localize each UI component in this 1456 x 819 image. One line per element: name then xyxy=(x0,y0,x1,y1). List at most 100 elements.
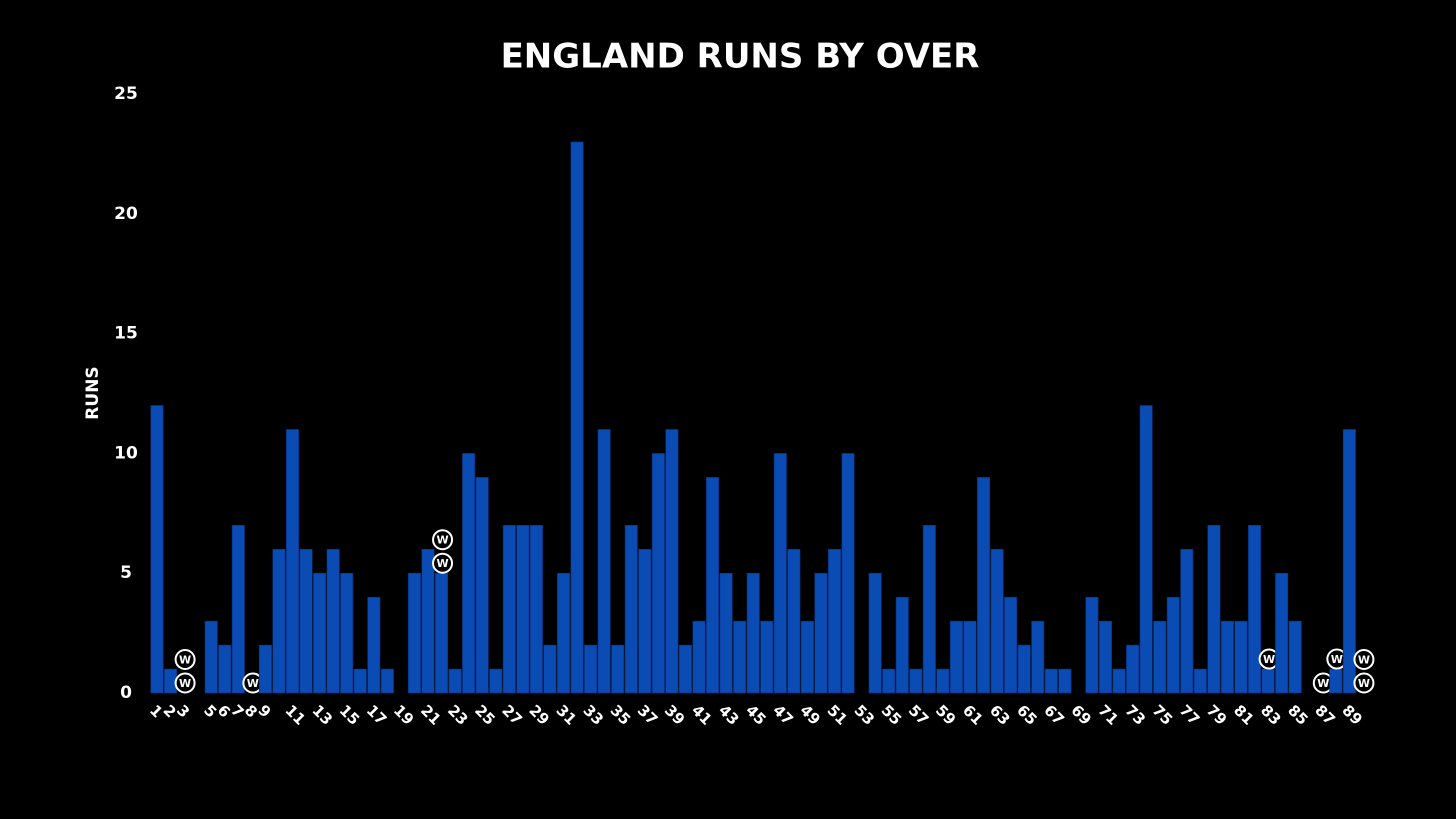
wicket-marker: W xyxy=(432,552,454,574)
wicket-circle xyxy=(174,649,196,670)
bar xyxy=(665,429,679,694)
wicket-label: W xyxy=(1331,653,1343,666)
bar xyxy=(1112,668,1126,694)
bar xyxy=(543,644,557,694)
bar xyxy=(827,548,841,694)
bar xyxy=(529,524,543,694)
wicket-label: W xyxy=(436,557,448,570)
bar xyxy=(584,644,598,694)
wicket-label: W xyxy=(436,534,448,547)
bar xyxy=(1220,620,1234,694)
bar xyxy=(719,572,733,694)
bar xyxy=(611,644,625,694)
wicket-label: W xyxy=(179,677,191,690)
bar xyxy=(868,572,882,694)
bar xyxy=(462,453,476,694)
y-tick-label: 0 xyxy=(120,683,132,703)
bar xyxy=(1207,524,1221,694)
bar xyxy=(1031,620,1045,694)
bar xyxy=(1153,620,1167,694)
bar xyxy=(1126,644,1140,694)
bar xyxy=(1342,429,1356,694)
bar xyxy=(909,668,923,694)
bar xyxy=(313,572,327,694)
bar xyxy=(516,524,530,694)
bar xyxy=(1180,548,1194,694)
wicket-circle xyxy=(432,529,454,551)
y-tick-label: 20 xyxy=(114,204,138,224)
bar xyxy=(1139,405,1153,694)
bar xyxy=(963,620,977,694)
bar xyxy=(340,572,354,694)
bar xyxy=(990,548,1004,694)
bar xyxy=(1058,668,1072,694)
bar xyxy=(1004,596,1018,694)
bar xyxy=(231,524,245,694)
bar xyxy=(475,477,489,694)
bar xyxy=(882,668,896,694)
bar xyxy=(1288,620,1302,694)
bar xyxy=(218,644,232,694)
y-tick-label: 25 xyxy=(114,84,138,104)
wicket-label: W xyxy=(1358,677,1370,690)
bar xyxy=(1248,524,1262,694)
bar xyxy=(204,620,218,694)
bar xyxy=(597,429,611,694)
wicket-label: W xyxy=(179,654,191,667)
bar xyxy=(285,429,299,694)
bar xyxy=(800,620,814,694)
y-tick-label: 15 xyxy=(114,324,138,344)
bar xyxy=(448,668,462,694)
bar xyxy=(353,668,367,694)
bar xyxy=(435,572,449,694)
bar xyxy=(1166,596,1180,694)
y-tick-label: 5 xyxy=(120,563,132,583)
wicket-marker: W xyxy=(1353,649,1375,670)
bar xyxy=(1329,668,1343,694)
bar xyxy=(1085,596,1099,694)
wicket-circle xyxy=(174,672,196,694)
wicket-marker: W xyxy=(1353,672,1375,694)
bar xyxy=(936,668,950,694)
bar xyxy=(489,668,503,694)
bar xyxy=(706,477,720,694)
bar xyxy=(326,548,340,694)
bar xyxy=(922,524,936,694)
bar xyxy=(258,644,272,694)
bar xyxy=(977,477,991,694)
bar xyxy=(651,453,665,694)
bar xyxy=(1193,668,1207,694)
wicket-circle xyxy=(1353,649,1375,670)
wicket-marker: W xyxy=(1312,672,1334,694)
bar xyxy=(895,596,909,694)
bar xyxy=(1017,644,1031,694)
wicket-circle xyxy=(1353,672,1375,694)
bar xyxy=(733,620,747,694)
bar xyxy=(556,572,570,694)
wicket-label: W xyxy=(1358,654,1370,667)
bar xyxy=(380,668,394,694)
bar xyxy=(814,572,828,694)
bar xyxy=(502,524,516,694)
bar xyxy=(407,572,421,694)
wicket-circle xyxy=(432,552,454,574)
wicket-marker: W xyxy=(174,649,196,670)
wicket-label: W xyxy=(1263,653,1275,666)
wicket-marker: W xyxy=(432,529,454,551)
bar xyxy=(746,572,760,694)
wicket-marker: W xyxy=(174,672,196,694)
bar xyxy=(299,548,313,694)
bar xyxy=(1099,620,1113,694)
y-axis-label: RUNS xyxy=(83,366,103,419)
bar xyxy=(624,524,638,694)
bar xyxy=(1234,620,1248,694)
bar xyxy=(773,453,787,694)
bar xyxy=(692,620,706,694)
bar xyxy=(787,548,801,694)
wicket-label: W xyxy=(1317,677,1329,690)
bar xyxy=(678,644,692,694)
bar xyxy=(570,141,584,694)
bar xyxy=(638,548,652,694)
